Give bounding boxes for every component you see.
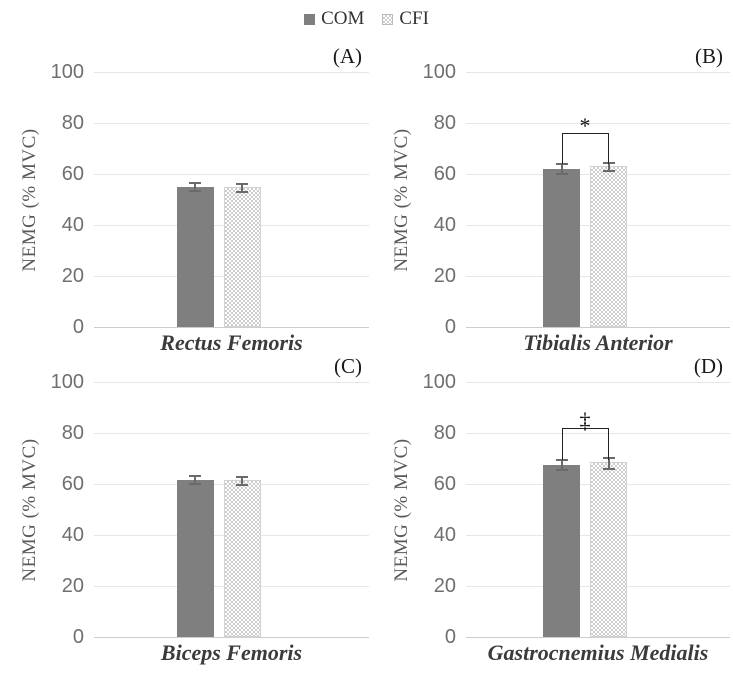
bar-group: [176, 181, 261, 327]
significance-symbol: *: [579, 113, 591, 139]
panel-c: NEMG (% MVC) 0 20 40 60 80 100 (C) Biceps Femori…: [0, 354, 372, 670]
legend-item-cfi: CFI: [382, 8, 429, 30]
y-tick-label: 20: [433, 575, 456, 597]
y-tick-label: 100: [50, 371, 84, 393]
y-tick-label: 80: [433, 422, 456, 444]
y-tick-label: 40: [61, 214, 84, 236]
y-axis-label: NEMG (% MVC): [19, 437, 40, 582]
com-bar: [543, 458, 580, 637]
plot-area: [94, 71, 369, 328]
cfi-bar: [590, 456, 627, 637]
error-bar: [555, 162, 568, 176]
panel-b: NEMG (% MVC) 0 20 40 60 80 100 * (B) Tibialis Ant…: [372, 38, 733, 360]
y-tick-label: 80: [433, 112, 456, 134]
x-axis-label: Tibialis Anterior: [523, 330, 673, 355]
gridline: [94, 432, 369, 434]
y-tick-label: 60: [433, 473, 456, 495]
y-tick-label: 100: [422, 61, 456, 83]
gridline: [466, 381, 730, 383]
gridline: [94, 326, 369, 328]
significance-bracket: [561, 133, 609, 165]
gridline: [466, 326, 730, 328]
significance-symbol: ‡: [579, 407, 591, 433]
com-swatch-icon: [304, 13, 316, 25]
error-bar: [602, 456, 615, 470]
legend-item-com: COM: [304, 8, 364, 30]
y-tick-label: 100: [422, 371, 456, 393]
panel-d: NEMG (% MVC) 0 20 40 60 80 100 ‡ (D) Gastrocnemiu…: [372, 354, 733, 670]
x-axis-label: Rectus Femoris: [160, 330, 303, 355]
error-bar: [236, 182, 248, 193]
panel-a: NEMG (% MVC) 0 20 40 60 80 100 (A) Rectus Femori…: [0, 38, 372, 360]
com-bar: [543, 162, 580, 327]
plot-area: *: [466, 71, 730, 328]
y-tick-label: 0: [72, 626, 84, 648]
gridline: [94, 122, 369, 124]
gridline: [466, 122, 730, 124]
gridline: [94, 636, 369, 638]
error-bar: [189, 475, 201, 486]
panel-letter: (C): [334, 354, 362, 378]
y-axis-label: NEMG (% MVC): [391, 437, 412, 582]
bar-group: [176, 475, 261, 637]
y-axis-label: NEMG (% MVC): [391, 127, 412, 272]
y-tick-label: 80: [61, 112, 84, 134]
cfi-swatch-icon: [382, 13, 394, 25]
bar-group: [543, 456, 627, 637]
gridline: [466, 71, 730, 73]
cfi-bar: [223, 476, 261, 637]
y-tick-label: 40: [61, 524, 84, 546]
legend: COM CFI: [0, 0, 733, 38]
y-tick-label: 20: [61, 265, 84, 287]
x-axis-label: Gastrocnemius Medialis: [487, 640, 709, 665]
gridline: [94, 71, 369, 73]
y-tick-label: 60: [433, 163, 456, 185]
y-tick-label: 40: [433, 214, 456, 236]
y-tick-label: 80: [61, 422, 84, 444]
error-bar: [189, 181, 201, 192]
plot-area: ‡: [466, 381, 730, 638]
gridline: [466, 636, 730, 638]
legend-label-cfi: CFI: [399, 8, 429, 29]
y-tick-label: 0: [444, 626, 456, 648]
y-tick-label: 40: [433, 524, 456, 546]
x-axis-label: Biceps Femoris: [160, 640, 303, 665]
panel-grid: NEMG (% MVC) 0 20 40 60 80 100 (A) Rectus Femori…: [0, 38, 733, 670]
error-bar: [602, 162, 615, 173]
y-tick-label: 20: [433, 265, 456, 287]
y-tick-label: 60: [61, 473, 84, 495]
y-tick-label: 0: [444, 316, 456, 338]
y-tick-label: 20: [61, 575, 84, 597]
y-axis-label: NEMG (% MVC): [19, 127, 40, 272]
cfi-bar: [590, 162, 627, 327]
y-tick-label: 0: [72, 316, 84, 338]
gridline: [466, 432, 730, 434]
gridline: [94, 381, 369, 383]
com-bar: [176, 475, 214, 637]
significance-bracket: [561, 427, 609, 461]
bar-group: [543, 162, 627, 327]
com-bar: [176, 181, 214, 327]
legend-label-com: COM: [321, 8, 365, 29]
panel-letter: (D): [693, 354, 723, 378]
panel-letter: (B): [695, 44, 723, 68]
error-bar: [236, 476, 248, 487]
y-tick-label: 100: [50, 61, 84, 83]
y-tick-label: 60: [61, 163, 84, 185]
plot-area: [94, 381, 369, 638]
error-bar: [555, 458, 568, 472]
cfi-bar: [223, 182, 261, 327]
gridline: [94, 173, 369, 175]
panel-letter: (A): [332, 44, 362, 68]
